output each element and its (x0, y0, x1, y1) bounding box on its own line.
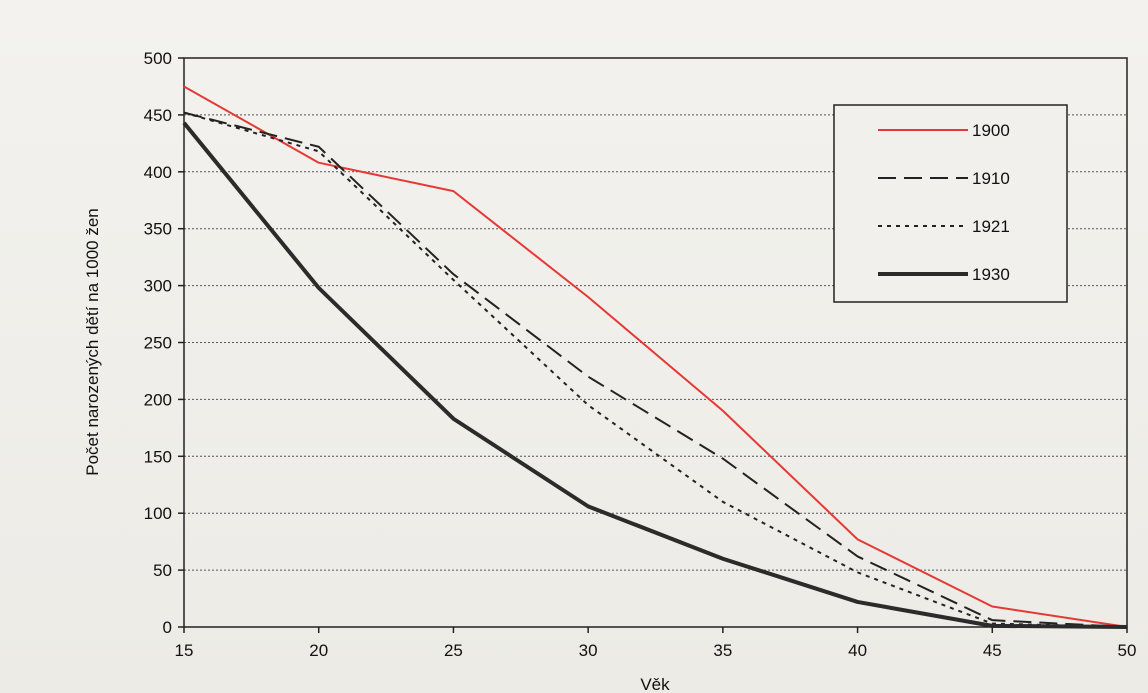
x-tick-label-40: 40 (848, 641, 867, 660)
y-tick-label-150: 150 (144, 447, 172, 466)
legend-label-1910: 1910 (972, 169, 1010, 188)
y-tick-label-0: 0 (163, 618, 172, 637)
legend-label-1900: 1900 (972, 121, 1010, 140)
x-tick-label-35: 35 (713, 641, 732, 660)
y-axis-title: Počet narozených dětí na 1000 žen (83, 208, 102, 475)
x-tick-label-45: 45 (983, 641, 1002, 660)
x-axis-title: Věk (640, 675, 670, 693)
y-tick-label-400: 400 (144, 163, 172, 182)
x-tick-label-15: 15 (175, 641, 194, 660)
legend-box (833, 104, 1068, 303)
legend-label-1930: 1930 (972, 265, 1010, 284)
y-tick-label-450: 450 (144, 106, 172, 125)
y-tick-label-250: 250 (144, 334, 172, 353)
y-tick-label-50: 50 (153, 561, 172, 580)
series (182, 85, 1128, 629)
y-tick-label-350: 350 (144, 220, 172, 239)
y-tick-label-100: 100 (144, 504, 172, 523)
axes: 0 50 100 150 200 250 300 350 400 450 500 15 20 25 30 35… (144, 49, 1137, 660)
y-tick-label-300: 300 (144, 277, 172, 296)
x-tick-label-30: 30 (579, 641, 598, 660)
legend: 1900 1910 1921 1930 (833, 104, 1068, 303)
x-tick-label-50: 50 (1118, 641, 1137, 660)
series-line-1910 (183, 111, 1128, 628)
series-line-1921 (183, 111, 1128, 628)
x-tick-label-20: 20 (309, 641, 328, 660)
legend-label-1921: 1921 (972, 217, 1010, 236)
x-tick-label-25: 25 (444, 641, 463, 660)
y-tick-label-500: 500 (144, 49, 172, 68)
series-line-1930 (182, 121, 1128, 629)
y-tick-label-200: 200 (144, 390, 172, 409)
